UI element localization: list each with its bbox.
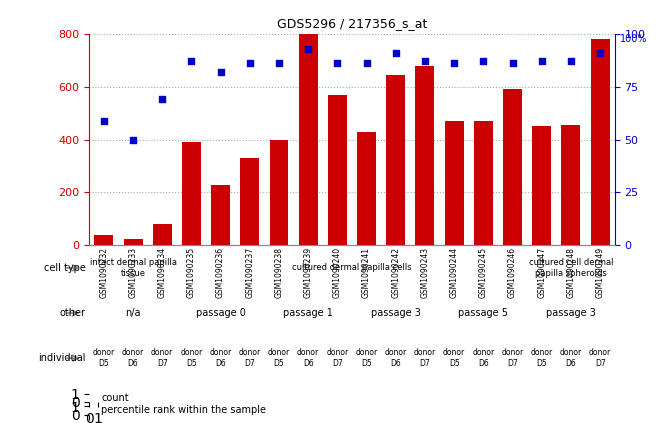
Bar bbox=[182, 142, 201, 245]
Text: donor
D7: donor D7 bbox=[414, 349, 436, 368]
Text: passage 0: passage 0 bbox=[196, 308, 245, 318]
Text: donor
D7: donor D7 bbox=[239, 349, 261, 368]
Bar bbox=[95, 235, 113, 245]
Bar bbox=[211, 184, 230, 245]
Bar bbox=[503, 89, 522, 245]
Text: 100%: 100% bbox=[620, 34, 648, 44]
Bar bbox=[445, 121, 463, 245]
Bar bbox=[474, 121, 493, 245]
Text: passage 5: passage 5 bbox=[458, 308, 508, 318]
Point bbox=[595, 49, 605, 56]
Point bbox=[420, 58, 430, 65]
Bar bbox=[532, 126, 551, 245]
Text: passage 3: passage 3 bbox=[546, 308, 596, 318]
Text: intact dermal papilla
tissue: intact dermal papilla tissue bbox=[89, 258, 176, 277]
Text: donor
D7: donor D7 bbox=[151, 349, 173, 368]
Text: donor
D6: donor D6 bbox=[385, 349, 407, 368]
Point bbox=[566, 58, 576, 65]
Bar bbox=[357, 132, 376, 245]
Point bbox=[245, 60, 255, 67]
Text: donor
D6: donor D6 bbox=[472, 349, 494, 368]
Text: donor
D5: donor D5 bbox=[180, 349, 202, 368]
Text: percentile rank within the sample: percentile rank within the sample bbox=[101, 405, 266, 415]
Text: donor
D7: donor D7 bbox=[502, 349, 524, 368]
Bar bbox=[328, 95, 347, 245]
Bar bbox=[241, 158, 259, 245]
Point bbox=[215, 69, 226, 75]
Bar bbox=[591, 39, 609, 245]
Point bbox=[507, 60, 518, 67]
Text: donor
D5: donor D5 bbox=[531, 349, 553, 368]
Text: donor
D5: donor D5 bbox=[443, 349, 465, 368]
Point bbox=[186, 58, 197, 65]
Text: cultured dermal papilla cells: cultured dermal papilla cells bbox=[292, 264, 412, 272]
Text: cell type: cell type bbox=[44, 263, 86, 273]
Title: GDS5296 / 217356_s_at: GDS5296 / 217356_s_at bbox=[277, 17, 427, 30]
Point bbox=[362, 60, 372, 67]
Point bbox=[128, 136, 138, 143]
Point bbox=[391, 49, 401, 56]
Text: donor
D6: donor D6 bbox=[122, 349, 144, 368]
Text: donor
D7: donor D7 bbox=[589, 349, 611, 368]
Text: count: count bbox=[101, 393, 129, 403]
Text: donor
D7: donor D7 bbox=[327, 349, 348, 368]
Bar bbox=[416, 66, 434, 245]
Text: donor
D5: donor D5 bbox=[268, 349, 290, 368]
Text: n/a: n/a bbox=[126, 308, 141, 318]
Bar bbox=[124, 239, 143, 245]
Text: donor
D6: donor D6 bbox=[297, 349, 319, 368]
Bar bbox=[386, 75, 405, 245]
Point bbox=[537, 58, 547, 65]
Point bbox=[478, 58, 488, 65]
Point bbox=[449, 60, 459, 67]
Point bbox=[274, 60, 284, 67]
Bar bbox=[270, 140, 288, 245]
Text: donor
D5: donor D5 bbox=[93, 349, 115, 368]
Text: donor
D6: donor D6 bbox=[210, 349, 232, 368]
Text: other: other bbox=[60, 308, 86, 318]
Text: donor
D6: donor D6 bbox=[560, 349, 582, 368]
Text: individual: individual bbox=[38, 353, 86, 363]
Bar bbox=[561, 125, 580, 245]
Text: passage 1: passage 1 bbox=[284, 308, 333, 318]
Bar bbox=[153, 224, 172, 245]
Point bbox=[157, 96, 167, 103]
Text: donor
D5: donor D5 bbox=[356, 349, 377, 368]
Text: passage 3: passage 3 bbox=[371, 308, 420, 318]
Bar bbox=[299, 34, 318, 245]
Point bbox=[98, 117, 109, 124]
Point bbox=[303, 45, 313, 52]
Point bbox=[332, 60, 342, 67]
Text: cultured cell dermal
papilla spheroids: cultured cell dermal papilla spheroids bbox=[529, 258, 613, 277]
